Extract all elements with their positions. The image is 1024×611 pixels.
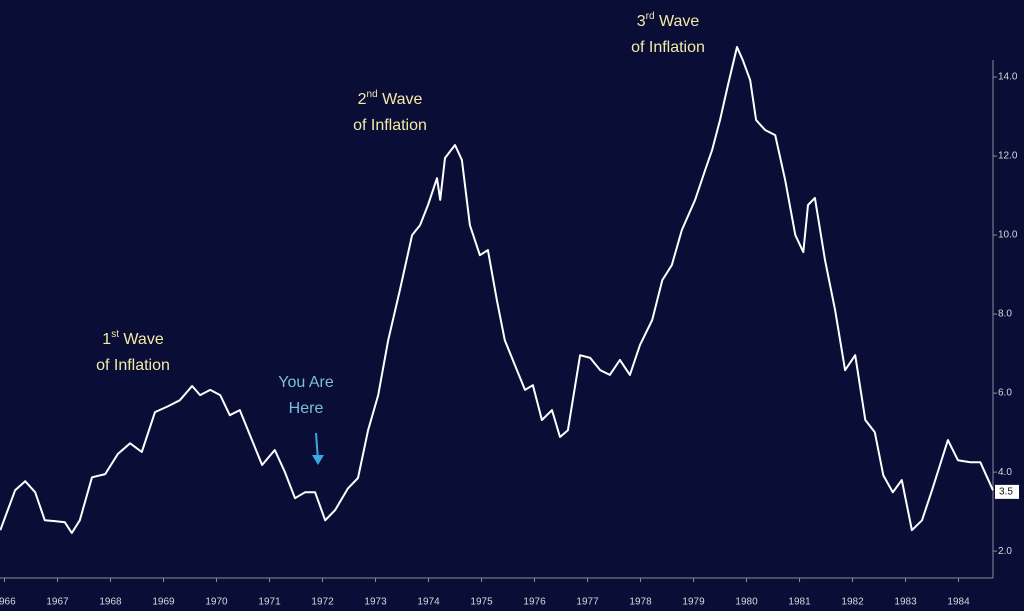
y-tick-label: 14.0	[998, 72, 1018, 83]
annotation: 2nd Wave	[358, 89, 423, 109]
annotation-text: Wave	[655, 13, 700, 30]
y-tick-label: 8.0	[998, 309, 1012, 320]
annotation-suffix: nd	[367, 89, 378, 100]
note: You Are	[278, 374, 334, 391]
x-tick-label: 1979	[682, 597, 705, 608]
annotation-line2: of Inflation	[353, 117, 427, 134]
y-tick-label: 6.0	[998, 388, 1012, 399]
annotation-text: Wave	[378, 91, 423, 108]
annotation-number: 1	[102, 331, 111, 348]
x-tick-label: 1982	[841, 597, 864, 608]
annotation-suffix: st	[111, 329, 119, 340]
x-tick-label: 1975	[470, 597, 493, 608]
x-tick-label: 1976	[523, 597, 546, 608]
annotation-suffix: rd	[646, 11, 655, 22]
x-tick-label: 1983	[894, 597, 917, 608]
annotation-number: 2	[358, 91, 367, 108]
x-tick-label: 1984	[947, 597, 970, 608]
x-tick-label: 1974	[417, 597, 440, 608]
x-tick-label: 1971	[258, 597, 281, 608]
annotation: 3rd Wave	[637, 11, 700, 31]
x-tick-label: 1977	[576, 597, 599, 608]
x-tick-label: 1973	[364, 597, 387, 608]
x-tick-label: 1967	[46, 597, 69, 608]
arrow-head	[312, 455, 324, 465]
annotation-number: 3	[637, 13, 646, 30]
y-tick-label: 12.0	[998, 151, 1018, 162]
x-tick-label: 1969	[152, 597, 175, 608]
annotation-text: Wave	[119, 331, 164, 348]
annotation-line2: of Inflation	[96, 357, 170, 374]
annotation-line2: of Inflation	[631, 39, 705, 56]
x-tick-label: 1966	[0, 597, 16, 608]
x-tick-label: 1968	[99, 597, 122, 608]
note-line2: Here	[289, 400, 324, 417]
y-tick-label: 2.0	[998, 546, 1012, 557]
x-tick-label: 1981	[788, 597, 811, 608]
x-tick-label: 1972	[311, 597, 334, 608]
y-tick-label: 4.0	[998, 467, 1012, 478]
x-tick-label: 1980	[735, 597, 758, 608]
last-value-label: 3.5	[999, 487, 1013, 498]
annotation: 1st Wave	[102, 329, 164, 349]
data-line	[0, 46, 994, 534]
x-tick-label: 1970	[205, 597, 228, 608]
y-tick-label: 10.0	[998, 230, 1018, 241]
x-tick-label: 1978	[629, 597, 652, 608]
last-value-box	[995, 484, 1019, 499]
